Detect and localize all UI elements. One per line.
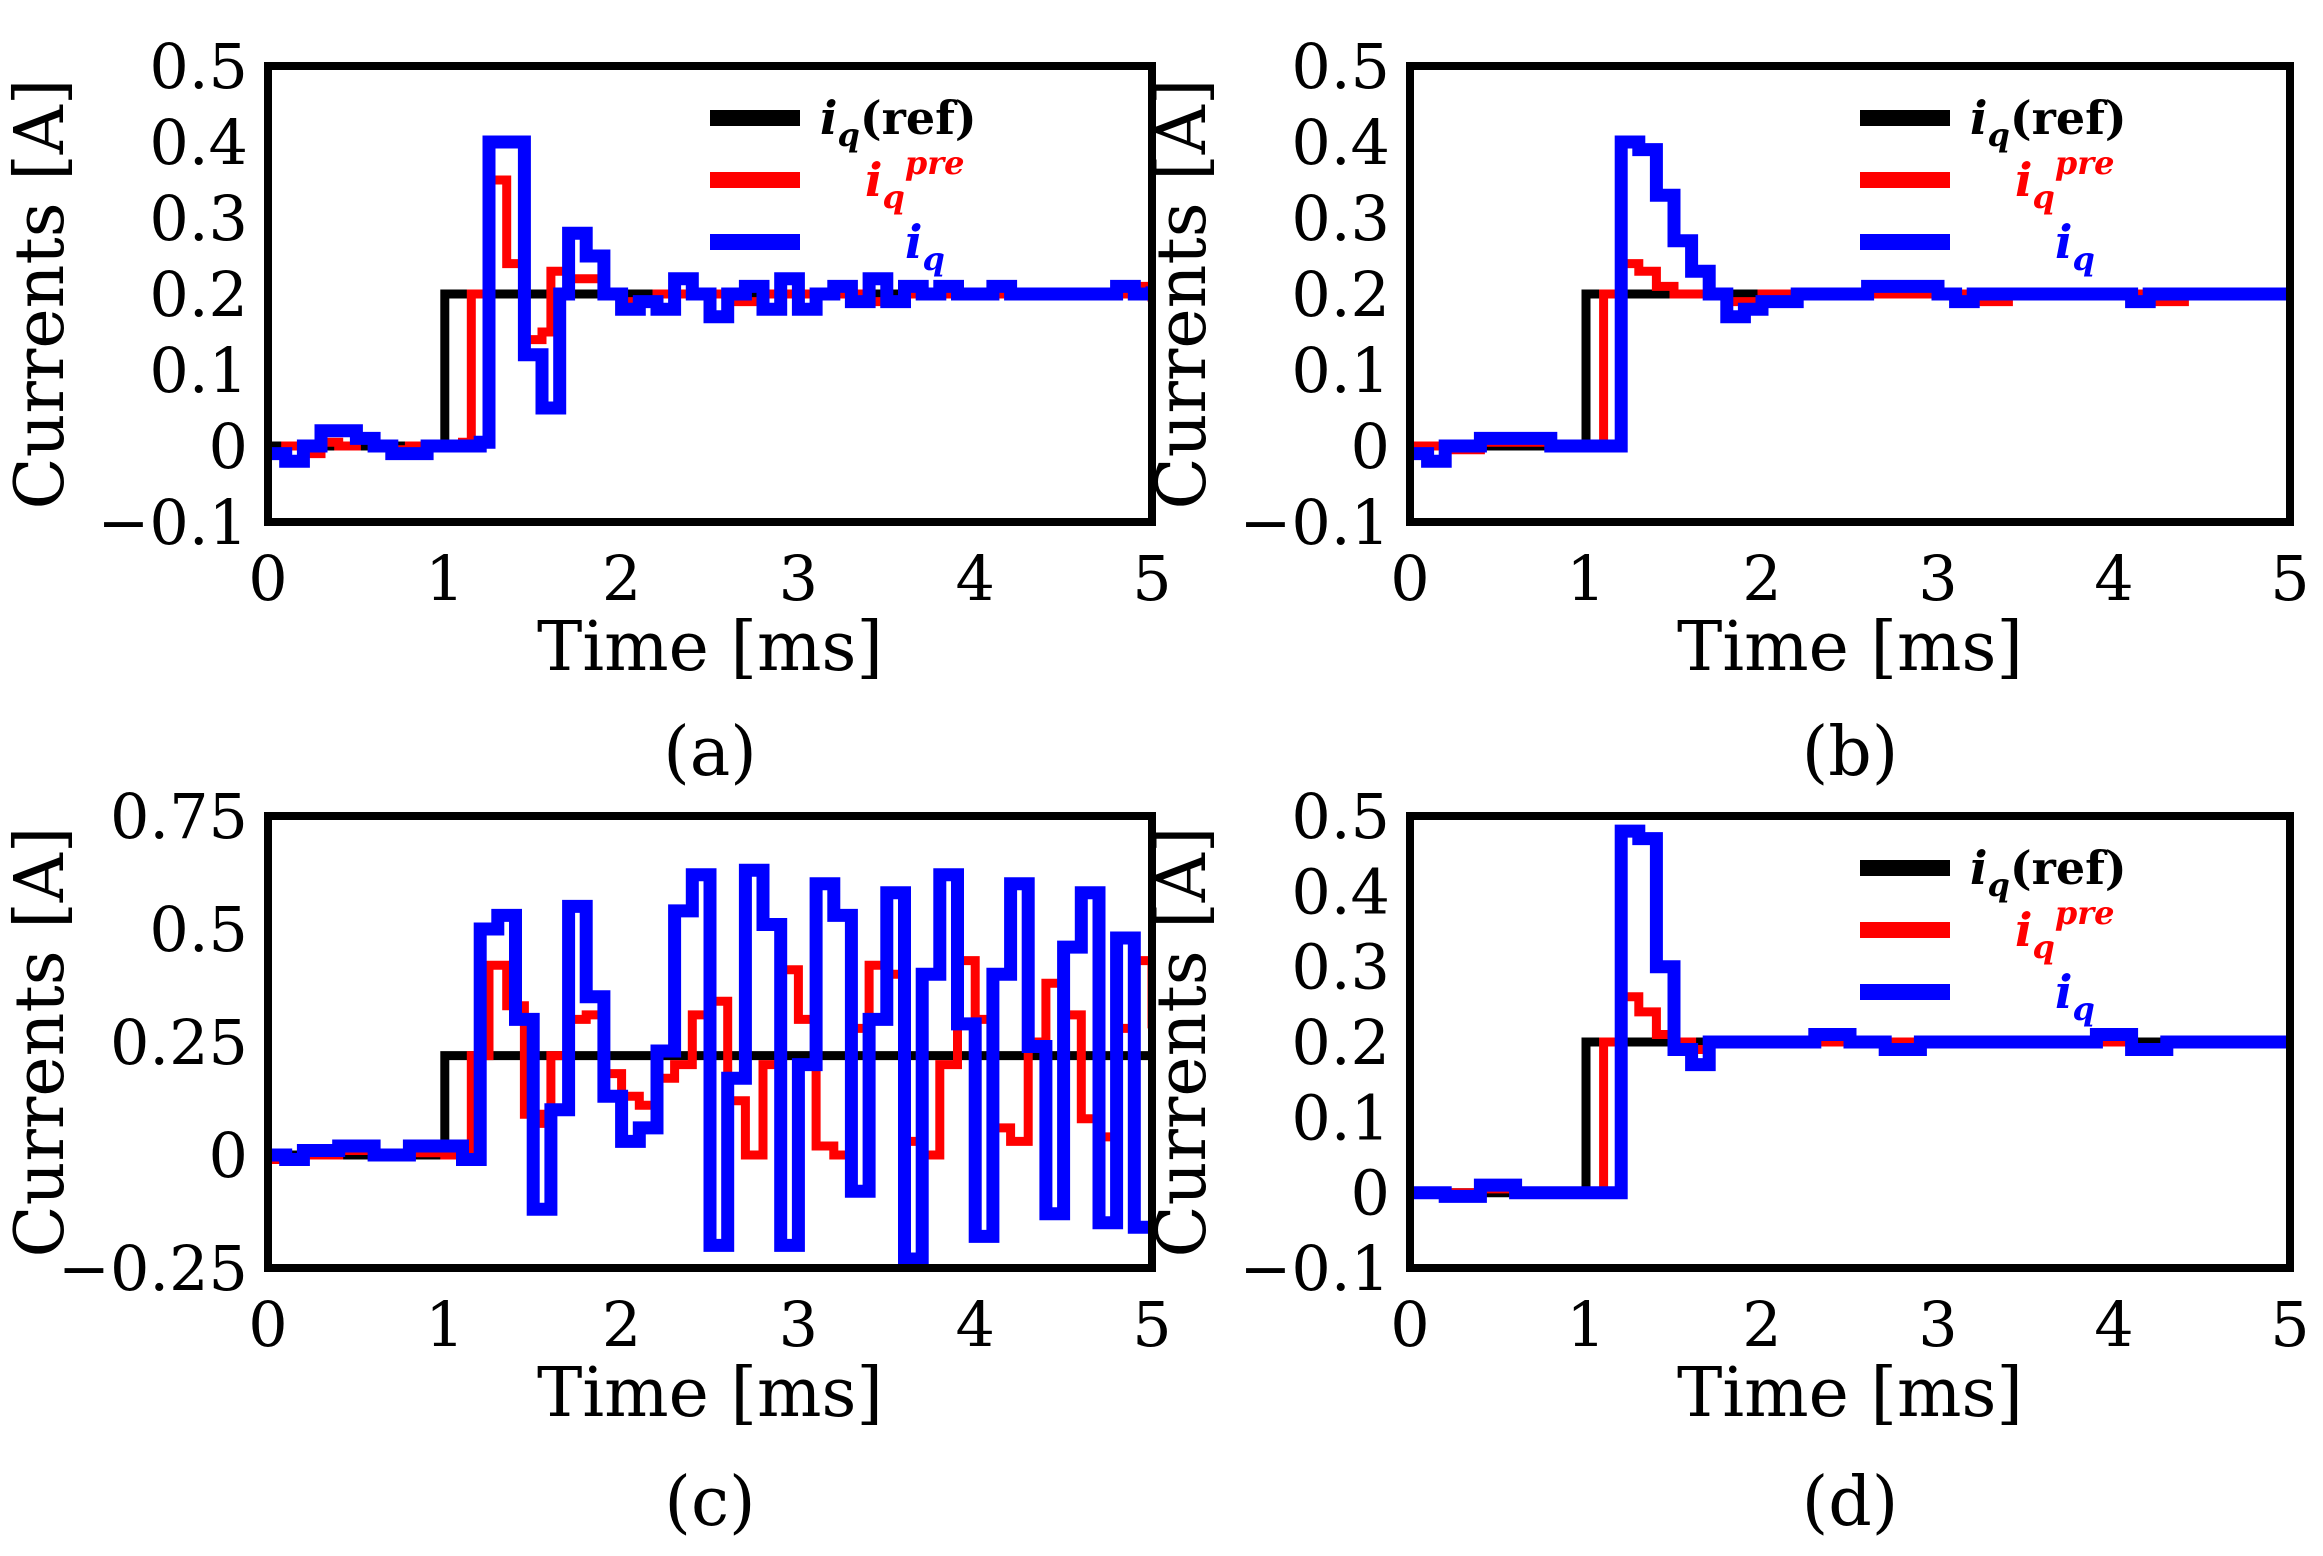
y-tick-label: 0.1 bbox=[1291, 334, 1390, 407]
x-tick-label: 5 bbox=[2270, 542, 2309, 615]
y-tick-label: −0.1 bbox=[1239, 1232, 1390, 1305]
x-tick-label: 4 bbox=[955, 542, 994, 615]
y-tick-label: 0.2 bbox=[1291, 1006, 1390, 1079]
y-tick-label: 0.3 bbox=[1291, 182, 1390, 255]
plot-area bbox=[1410, 135, 2290, 468]
series-line-pre bbox=[268, 956, 1152, 1164]
series-line-iq bbox=[1410, 824, 2290, 1203]
legend-label-pre: iqpre bbox=[865, 144, 964, 216]
y-tick-label: −0.1 bbox=[1239, 486, 1390, 559]
x-tick-label: 2 bbox=[602, 542, 641, 615]
y-tick-label: 0.25 bbox=[110, 1006, 248, 1079]
x-tick-label: 3 bbox=[779, 542, 818, 615]
x-tick-label: 2 bbox=[1742, 1288, 1781, 1361]
y-axis-label: Currents [A] bbox=[1, 79, 80, 510]
series-line-iq bbox=[268, 135, 1152, 468]
x-tick-label: 1 bbox=[1566, 1288, 1605, 1361]
x-tick-label: 0 bbox=[248, 542, 287, 615]
series-line-iq bbox=[268, 863, 1152, 1266]
legend-label-ref: iq(ref) bbox=[1970, 841, 2127, 904]
y-tick-label: 0.4 bbox=[1291, 855, 1390, 928]
x-tick-label: 1 bbox=[425, 542, 464, 615]
y-tick-label: 0.5 bbox=[1291, 30, 1390, 103]
y-tick-label: 0 bbox=[1351, 410, 1390, 483]
plot-frame bbox=[1406, 812, 2294, 1272]
x-tick-label: 2 bbox=[1742, 542, 1781, 615]
panel-caption: (d) bbox=[1802, 1463, 1899, 1542]
x-tick-label: 3 bbox=[1918, 542, 1957, 615]
x-axis-label: Time [ms] bbox=[1677, 608, 2023, 687]
panel-caption: (a) bbox=[663, 713, 757, 792]
legend-label-ref: iq(ref) bbox=[820, 91, 977, 154]
plot-frame bbox=[264, 62, 1156, 526]
y-tick-label: 0.5 bbox=[149, 893, 248, 966]
y-tick-label: 0.3 bbox=[149, 182, 248, 255]
x-tick-label: 3 bbox=[779, 1288, 818, 1361]
legend-label-pre: iqpre bbox=[2015, 894, 2114, 966]
y-tick-label: 0 bbox=[1351, 1157, 1390, 1230]
y-tick-label: 0 bbox=[209, 410, 248, 483]
panel-caption: (b) bbox=[1802, 713, 1899, 792]
x-tick-label: 0 bbox=[248, 1288, 287, 1361]
y-tick-label: 0.3 bbox=[1291, 931, 1390, 1004]
panel-caption: (c) bbox=[664, 1463, 755, 1542]
series-line-iq bbox=[1410, 135, 2290, 468]
y-tick-label: 0 bbox=[209, 1119, 248, 1192]
legend-label-iq: iq bbox=[905, 215, 945, 278]
y-tick-label: 0.4 bbox=[149, 106, 248, 179]
legend-label-pre: iqpre bbox=[2015, 144, 2114, 216]
x-tick-label: 4 bbox=[2094, 1288, 2133, 1361]
x-tick-label: 4 bbox=[2094, 542, 2133, 615]
y-tick-label: 0.1 bbox=[149, 334, 248, 407]
y-tick-label: 0.2 bbox=[149, 258, 248, 331]
plot-frame bbox=[264, 812, 1156, 1272]
legend-label-iq: iq bbox=[2055, 215, 2095, 278]
y-tick-label: 0.1 bbox=[1291, 1081, 1390, 1154]
y-tick-label: 0.5 bbox=[149, 30, 248, 103]
plot-frame bbox=[1406, 62, 2294, 526]
x-tick-label: 0 bbox=[1390, 542, 1429, 615]
y-tick-label: 0.75 bbox=[110, 780, 248, 853]
x-tick-label: 1 bbox=[425, 1288, 464, 1361]
plot-area bbox=[1410, 824, 2290, 1203]
legend-label-ref: iq(ref) bbox=[1970, 91, 2127, 154]
x-tick-label: 5 bbox=[2270, 1288, 2309, 1361]
x-tick-label: 0 bbox=[1390, 1288, 1429, 1361]
x-axis-label: Time [ms] bbox=[1677, 1354, 2023, 1433]
x-tick-label: 2 bbox=[602, 1288, 641, 1361]
x-axis-label: Time [ms] bbox=[537, 1354, 883, 1433]
plot-area bbox=[268, 135, 1152, 468]
y-tick-label: 0.4 bbox=[1291, 106, 1390, 179]
y-tick-label: −0.1 bbox=[97, 486, 248, 559]
y-axis-label: Currents [A] bbox=[1143, 827, 1222, 1258]
x-axis-label: Time [ms] bbox=[537, 608, 883, 687]
y-axis-label: Currents [A] bbox=[1, 827, 80, 1258]
x-tick-label: 1 bbox=[1566, 542, 1605, 615]
x-tick-label: 4 bbox=[955, 1288, 994, 1361]
x-tick-label: 3 bbox=[1918, 1288, 1957, 1361]
y-tick-label: 0.2 bbox=[1291, 258, 1390, 331]
x-tick-label: 5 bbox=[1132, 542, 1171, 615]
x-tick-label: 5 bbox=[1132, 1288, 1171, 1361]
plot-area bbox=[268, 863, 1152, 1266]
y-tick-label: 0.5 bbox=[1291, 780, 1390, 853]
legend-label-iq: iq bbox=[2055, 965, 2095, 1028]
y-tick-label: −0.25 bbox=[58, 1232, 248, 1305]
y-axis-label: Currents [A] bbox=[1143, 79, 1222, 510]
